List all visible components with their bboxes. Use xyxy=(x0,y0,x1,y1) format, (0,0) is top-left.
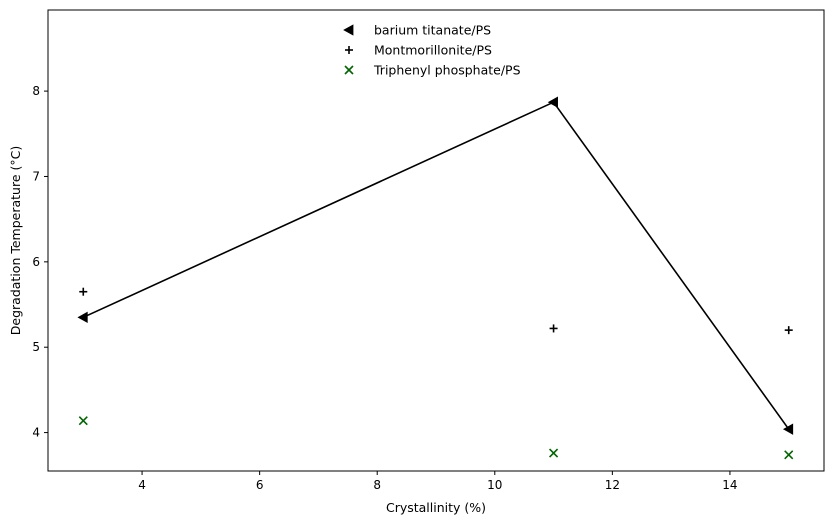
legend-marker xyxy=(343,24,354,36)
plot-area xyxy=(77,96,794,460)
y-tick-label: 7 xyxy=(32,169,40,183)
x-tick-label: 14 xyxy=(722,478,737,492)
x-tick-label: 4 xyxy=(138,478,146,492)
data-point xyxy=(784,450,794,460)
legend-item: Montmorillonite/PS xyxy=(345,43,492,58)
legend-label: Triphenyl phosphate/PS xyxy=(373,63,521,78)
data-point xyxy=(782,423,794,435)
legend-item: barium titanate/PS xyxy=(343,23,491,38)
x-tick-label: 8 xyxy=(373,478,381,492)
x-tick-label: 10 xyxy=(487,478,502,492)
data-point xyxy=(549,448,559,458)
x-axis: 4 6 8 10 12 14 xyxy=(138,471,738,492)
legend-marker xyxy=(345,46,353,54)
x-tick-label: 6 xyxy=(256,478,264,492)
data-point xyxy=(549,324,558,333)
data-point xyxy=(547,96,558,108)
y-axis-label: Degradation Temperature (°C) xyxy=(8,146,23,335)
y-tick-label: 6 xyxy=(32,255,40,269)
axes-frame xyxy=(47,9,825,472)
x-axis-label: Crystallinity (%) xyxy=(386,500,486,515)
legend-marker xyxy=(344,65,354,75)
y-tick-label: 4 xyxy=(32,426,40,440)
legend-label: Montmorillonite/PS xyxy=(374,43,492,58)
legend-label: barium titanate/PS xyxy=(374,23,491,38)
data-point xyxy=(784,326,793,335)
y-tick-label: 5 xyxy=(32,340,40,354)
data-point xyxy=(79,287,88,296)
y-axis: 4 5 6 7 8 xyxy=(32,84,48,440)
y-tick-label: 8 xyxy=(32,84,40,98)
x-tick-label: 12 xyxy=(605,478,620,492)
legend-item: Triphenyl phosphate/PS xyxy=(344,63,521,78)
data-point xyxy=(78,416,88,426)
data-point xyxy=(77,311,88,324)
legend: barium titanate/PS Montmorillonite/PS Trip… xyxy=(343,23,521,78)
